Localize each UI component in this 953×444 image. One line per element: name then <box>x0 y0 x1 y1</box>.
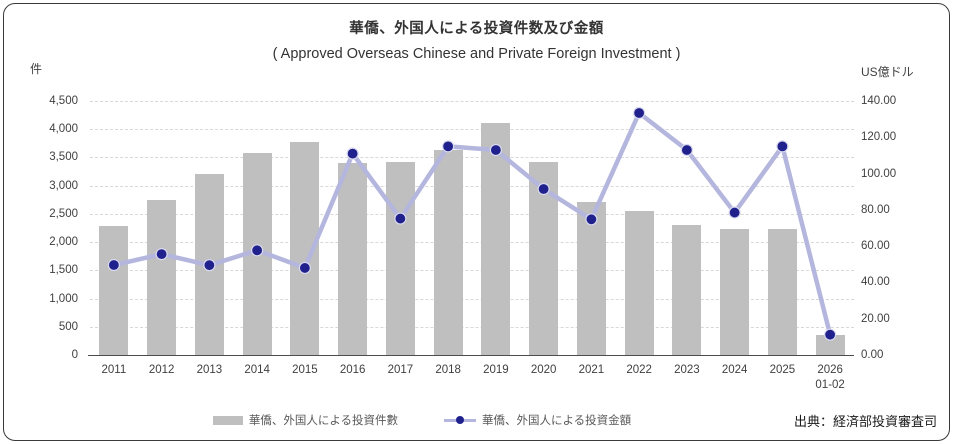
x-tick-label-2017: 2017 <box>387 364 414 376</box>
line-series-swatch-icon <box>444 415 476 425</box>
chart-title: 華僑、外国人による投資件数及び金額 <box>349 21 604 37</box>
left-axis-tick-label: 1,500 <box>49 264 78 277</box>
right-axis-unit-label: US億ドル <box>861 65 914 79</box>
gridline <box>90 129 854 131</box>
legend-item-line-series: 華僑、外国人による投資金額 <box>444 412 631 428</box>
bar-2019 <box>481 123 511 355</box>
bar-2022 <box>624 210 654 355</box>
right-axis-tick-label: 140.00 <box>861 95 897 107</box>
x-tick-label-2022: 2022 <box>626 364 652 376</box>
legend-label-bar-series: 華僑、外国人による投資件數 <box>248 415 398 427</box>
x-tick-label-2026: 2026 01-02 <box>815 364 845 391</box>
x-tick-label-2014: 2014 <box>244 364 270 376</box>
right-axis-tick-label: 60.00 <box>861 240 890 253</box>
bar-2021 <box>576 202 606 355</box>
x-tick-label-2019: 2019 <box>483 364 509 376</box>
left-axis-tick-label: 2,500 <box>49 207 78 220</box>
gridline <box>90 101 854 102</box>
left-axis-tick-label: 1,000 <box>49 292 78 305</box>
bar-2011 <box>99 226 129 355</box>
x-tick-label-2012: 2012 <box>148 364 175 376</box>
bar-2016 <box>338 162 368 355</box>
right-axis-tick-label: 40.00 <box>861 276 890 289</box>
bar-2020 <box>529 161 559 355</box>
x-tick-label-2013: 2013 <box>196 364 223 376</box>
bar-2014 <box>242 152 272 355</box>
x-tick-label-2025: 2025 <box>769 364 796 376</box>
left-axis-tick-label: 3,000 <box>49 179 78 192</box>
x-tick-label-2011: 2011 <box>101 364 127 376</box>
left-axis-tick-label: 0 <box>71 349 78 361</box>
legend-label-line-series: 華僑、外国人による投資金額 <box>482 415 632 427</box>
x-tick-label-2015: 2015 <box>292 364 318 376</box>
x-axis-line <box>88 355 854 356</box>
left-axis-tick-label: 4,500 <box>49 95 78 107</box>
source-note: 出典：経済部投資審査司 <box>793 414 937 429</box>
right-axis-tick-label: 20.00 <box>861 312 890 325</box>
bar-2025 <box>767 229 797 355</box>
chart-subtitle: ( Approved Overseas Chinese and Private … <box>272 46 681 62</box>
right-axis-tick-label: 80.00 <box>861 203 890 216</box>
right-axis-tick-label: 120.00 <box>861 131 897 144</box>
bar-2026 01-02 <box>815 334 845 355</box>
gridline <box>90 157 854 159</box>
bar-2018 <box>433 149 463 355</box>
x-tick-label-2023: 2023 <box>674 364 700 376</box>
x-tick-label-2024: 2024 <box>721 364 748 376</box>
bar-2023 <box>672 225 702 355</box>
legend-item-bar-series: 華僑、外国人による投資件數 <box>212 412 398 428</box>
bar-2024 <box>720 229 750 355</box>
left-axis-tick-label: 3,500 <box>49 151 78 164</box>
x-tick-label-2020: 2020 <box>530 364 557 376</box>
x-tick-label-2021: 2021 <box>578 364 605 376</box>
x-tick-label-2016: 2016 <box>339 364 366 376</box>
right-axis-tick-label: 100.00 <box>861 167 897 180</box>
left-axis-tick-label: 2,000 <box>49 236 78 249</box>
left-axis-tick-label: 4,000 <box>49 123 78 136</box>
right-axis-tick-label: 0.00 <box>861 349 884 361</box>
left-axis-tick-label: 500 <box>58 320 78 333</box>
bar-series-swatch-icon <box>212 415 243 425</box>
x-tick-label-2018: 2018 <box>435 364 461 376</box>
bar-2012 <box>147 200 177 355</box>
legend: 華僑、外国人による投資件數 華僑、外国人による投資金額 <box>90 412 754 428</box>
left-axis-unit-label: 件 <box>30 62 43 76</box>
bar-2013 <box>194 174 224 355</box>
bar-2015 <box>290 141 320 355</box>
bar-2017 <box>385 161 415 355</box>
